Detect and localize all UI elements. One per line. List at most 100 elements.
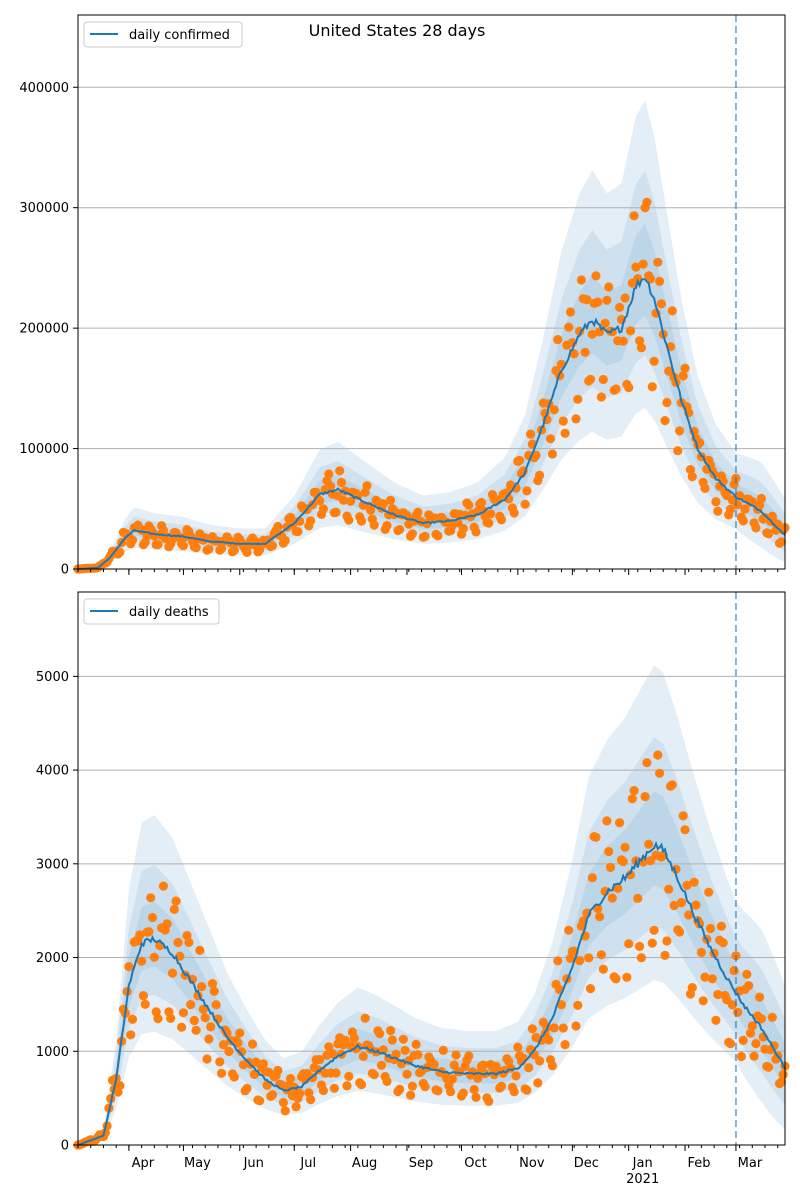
observed-point xyxy=(293,527,303,537)
observed-point xyxy=(684,910,694,920)
observed-point xyxy=(366,505,376,515)
observed-point xyxy=(711,497,721,507)
observed-point xyxy=(206,1022,216,1032)
observed-point xyxy=(186,1000,196,1010)
observed-point xyxy=(629,786,639,796)
observed-point xyxy=(115,1081,125,1091)
observed-point xyxy=(544,1035,554,1045)
observed-point xyxy=(582,295,592,305)
observed-point xyxy=(255,1096,265,1106)
observed-point xyxy=(642,758,652,768)
observed-point xyxy=(204,1034,214,1044)
y-tick-label: 0 xyxy=(61,1139,69,1154)
y-tick-label: 200000 xyxy=(19,322,69,337)
observed-point xyxy=(224,1046,234,1057)
observed-point xyxy=(545,434,556,444)
observed-point xyxy=(565,307,576,317)
observed-point xyxy=(429,1059,439,1069)
observed-point xyxy=(402,1069,412,1079)
observed-point xyxy=(547,1061,558,1071)
observed-point xyxy=(191,1025,201,1035)
observed-point xyxy=(336,477,347,488)
observed-point xyxy=(655,768,665,778)
observed-point xyxy=(569,349,579,359)
observed-point xyxy=(476,497,487,508)
observed-point xyxy=(126,1030,136,1040)
observed-point xyxy=(318,1085,328,1096)
deaths-series-line xyxy=(77,840,786,1146)
observed-point xyxy=(687,472,697,482)
observed-point xyxy=(247,1039,258,1049)
observed-point xyxy=(571,414,581,424)
observed-point xyxy=(509,1087,519,1097)
y-tick-label: 400000 xyxy=(19,81,69,96)
observed-point xyxy=(687,983,697,993)
observed-point xyxy=(736,1051,747,1062)
observed-point xyxy=(700,483,710,493)
observed-point xyxy=(707,974,717,984)
observed-point xyxy=(400,1045,410,1055)
observed-point xyxy=(716,921,727,931)
observed-point xyxy=(591,832,601,842)
observed-point xyxy=(560,428,570,438)
observed-point xyxy=(756,1014,767,1024)
observed-point xyxy=(158,525,168,535)
observed-point xyxy=(464,1051,474,1061)
x-tick-label: Nov xyxy=(519,1156,545,1171)
observed-point xyxy=(587,329,597,339)
observed-point xyxy=(660,416,670,426)
observed-point xyxy=(433,531,443,541)
observed-point xyxy=(449,1060,459,1070)
observed-point xyxy=(655,276,665,286)
observed-point xyxy=(420,531,430,542)
observed-point xyxy=(640,792,650,802)
observed-point xyxy=(685,465,696,475)
observed-point xyxy=(585,374,596,384)
observed-point xyxy=(604,846,614,857)
observed-point xyxy=(636,953,647,963)
observed-point xyxy=(649,356,659,366)
observed-point xyxy=(591,271,601,281)
observed-point xyxy=(169,904,179,915)
uncertainty-band xyxy=(78,100,785,569)
observed-point xyxy=(660,950,670,961)
observed-point xyxy=(189,1015,199,1026)
observed-point xyxy=(535,470,545,480)
observed-point xyxy=(420,1082,430,1092)
observed-point xyxy=(622,972,632,982)
x-tick-label: Feb xyxy=(688,1156,711,1171)
observed-point xyxy=(511,1071,521,1081)
observed-point xyxy=(326,481,336,491)
observed-point xyxy=(158,881,168,891)
observed-point xyxy=(209,986,219,996)
observed-point xyxy=(233,1038,243,1048)
observed-point xyxy=(358,1051,368,1061)
observed-point xyxy=(127,535,138,545)
observed-point xyxy=(738,516,748,526)
observed-point xyxy=(522,1085,532,1095)
observed-point xyxy=(433,1086,443,1096)
confirmed-panel: 0 100000 200000 300000 400000 daily confirme… xyxy=(19,14,790,578)
observed-point xyxy=(613,883,623,894)
uncertainty-band xyxy=(78,665,785,1145)
observed-point xyxy=(675,927,685,937)
observed-point xyxy=(395,1084,405,1094)
legend-box xyxy=(83,598,220,625)
observed-point xyxy=(671,864,681,874)
observed-point xyxy=(664,366,674,376)
observed-point xyxy=(407,1081,417,1091)
observed-point xyxy=(207,979,218,989)
x-tick-label: Aug xyxy=(352,1156,377,1171)
observed-point xyxy=(153,1014,163,1024)
observed-point xyxy=(166,1013,176,1024)
x-tick-label: Jul xyxy=(299,1156,316,1171)
observed-point xyxy=(149,952,159,962)
observed-point xyxy=(564,322,574,332)
observed-point xyxy=(202,1054,212,1064)
observed-point xyxy=(398,1034,408,1044)
observed-point xyxy=(484,518,494,528)
y-tick-label: 300000 xyxy=(19,201,69,216)
observed-point xyxy=(242,1083,252,1093)
observed-point xyxy=(584,953,594,963)
observed-point xyxy=(306,1095,316,1105)
